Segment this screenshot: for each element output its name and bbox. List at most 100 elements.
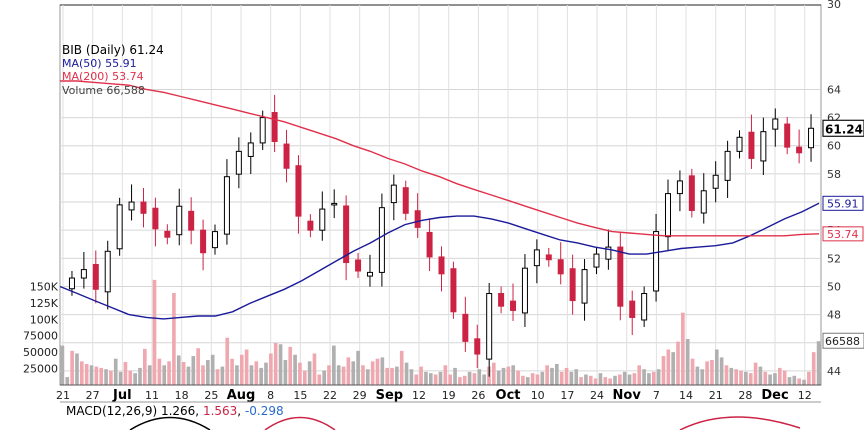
volume-bar	[729, 367, 734, 385]
volume-bar	[647, 373, 651, 385]
volume-bar	[312, 353, 317, 385]
x-tick-label: 15	[293, 389, 307, 402]
x-tick-label: 27	[86, 389, 100, 402]
candle-body	[426, 231, 433, 258]
candle-body	[486, 293, 493, 360]
candle-body	[617, 246, 624, 307]
volume-bar	[70, 350, 74, 385]
candle-body	[748, 131, 755, 159]
volume-bar	[491, 362, 496, 385]
volume-bar	[792, 375, 797, 385]
volume-bar	[540, 371, 545, 385]
volume-bar	[555, 363, 559, 385]
volume-tick-label: 50000	[23, 346, 58, 359]
volume-bar	[201, 365, 205, 385]
volume-bar	[622, 371, 627, 385]
candle-body	[188, 210, 195, 231]
candle-body	[438, 256, 445, 275]
candle-body	[152, 207, 159, 230]
volume-bar	[322, 370, 326, 385]
candle-body	[128, 201, 135, 211]
volume-bar	[273, 342, 278, 385]
macd-hist: -0.298	[245, 404, 284, 418]
volume-bar	[123, 362, 128, 385]
volume-bar	[210, 354, 215, 385]
candle-body	[498, 293, 505, 307]
volume-bar	[215, 369, 220, 385]
price-tag-box	[822, 195, 864, 211]
last-price-box	[822, 119, 864, 137]
volume-bar	[365, 369, 370, 385]
volume-bar	[249, 365, 254, 385]
moving-averages	[59, 80, 820, 431]
macd-signal: 1.563	[203, 404, 237, 418]
candle-body	[378, 207, 385, 273]
volume-bar	[404, 362, 409, 385]
volume-bar	[109, 370, 113, 385]
volume-bar	[714, 349, 719, 385]
candle-body	[545, 254, 552, 261]
x-tick-label: Sep	[376, 388, 404, 403]
candle-body	[712, 174, 719, 189]
volume-bar	[167, 361, 171, 385]
volume-bar	[482, 374, 486, 385]
candle-body	[462, 313, 469, 342]
volume-bar	[758, 366, 763, 385]
candle-body	[521, 267, 528, 314]
x-tick-label: Aug	[227, 388, 256, 403]
candle-body	[664, 193, 671, 238]
volume-bar	[409, 369, 414, 385]
volume-bar	[259, 367, 263, 385]
volume-bar	[506, 366, 511, 385]
volume-bar	[550, 367, 554, 385]
x-tick-label: 14	[679, 389, 693, 402]
candle-body	[259, 117, 266, 144]
volume-bar	[443, 365, 448, 385]
volume-bar	[293, 354, 297, 385]
candle-body	[355, 259, 362, 272]
price-tag-label: 55.91	[827, 197, 859, 210]
volume-bar	[172, 293, 176, 385]
macd-sep: ,	[237, 404, 245, 418]
candle-body	[569, 268, 576, 302]
y-tick-label: 52	[827, 252, 841, 265]
candle-body	[212, 231, 219, 249]
volume-bar	[370, 361, 375, 385]
volume-tick-label: 75000	[23, 330, 58, 343]
volume-bar	[264, 362, 268, 385]
y-tick-label: 30	[827, 0, 841, 11]
volume-bar	[99, 367, 104, 385]
legend-ma200: MA(200) 53.74	[62, 70, 144, 83]
y-tick-label: 50	[827, 280, 841, 293]
macd-signal-line	[264, 416, 336, 431]
ma200-line	[60, 80, 820, 237]
volume-bar	[593, 378, 598, 385]
legend-ticker: BIB (Daily) 61.24	[62, 43, 164, 57]
candle-body	[200, 229, 207, 254]
x-tick-label: 8	[267, 389, 274, 402]
volume-last-label: 66588	[825, 335, 860, 348]
volume-bar	[797, 378, 802, 385]
volume-bar	[690, 358, 695, 385]
x-tick-label: Oct	[496, 388, 521, 403]
volume-bar	[710, 360, 714, 385]
candle-body	[796, 146, 803, 154]
candle-body	[283, 143, 290, 169]
volume-bar	[351, 361, 356, 385]
volume-bar	[317, 374, 322, 385]
candle-body	[700, 190, 707, 214]
volume-bar	[94, 366, 99, 385]
volume-last-box	[822, 332, 864, 349]
volume-bar	[230, 358, 234, 385]
candle-body	[223, 176, 230, 235]
volume-bar	[361, 365, 365, 385]
volume-bar	[588, 375, 593, 385]
volume-bar	[671, 352, 675, 385]
volume-bar	[559, 371, 564, 385]
volume-bar	[346, 357, 351, 385]
candle-body	[331, 202, 338, 206]
candle-body	[724, 150, 731, 181]
x-tick-label: Dec	[761, 388, 788, 403]
volume-bar	[128, 370, 133, 385]
volume-bar	[569, 371, 574, 385]
